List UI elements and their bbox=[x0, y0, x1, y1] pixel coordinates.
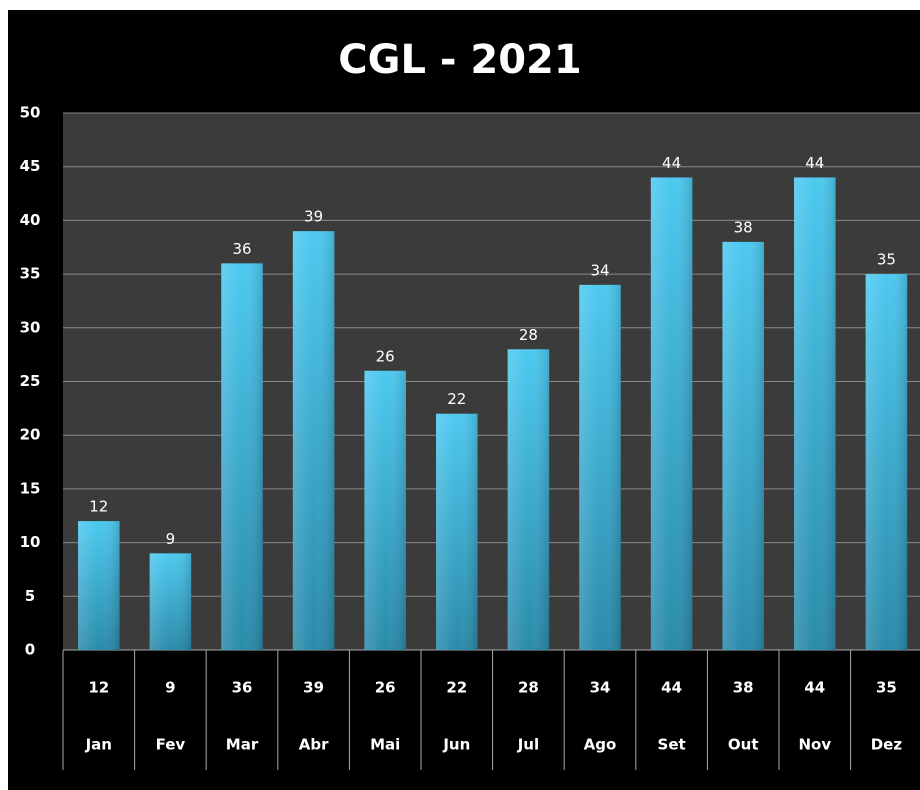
bar-shade bbox=[650, 177, 693, 650]
x-tick-label: Set bbox=[658, 736, 686, 754]
table-value: 39 bbox=[303, 679, 324, 697]
data-label: 44 bbox=[805, 154, 824, 172]
table-value: 44 bbox=[804, 679, 825, 697]
data-label: 34 bbox=[590, 261, 609, 279]
bar-shade bbox=[436, 413, 478, 650]
bar-shade bbox=[78, 521, 120, 650]
y-tick-label: 30 bbox=[20, 318, 41, 336]
data-label: 28 bbox=[519, 326, 538, 344]
bar-shade bbox=[722, 241, 764, 650]
bar-shade bbox=[292, 231, 335, 650]
y-tick-label: 20 bbox=[20, 426, 41, 444]
data-label: 39 bbox=[304, 208, 323, 226]
chart-title: CGL - 2021 bbox=[338, 37, 581, 83]
x-tick-label: Out bbox=[728, 736, 759, 754]
y-tick-label: 15 bbox=[20, 479, 41, 497]
y-tick-label: 10 bbox=[20, 533, 41, 551]
x-tick-label: Dez bbox=[871, 736, 903, 754]
table-value: 26 bbox=[375, 679, 396, 697]
x-tick-label: Mai bbox=[370, 736, 400, 754]
data-label: 9 bbox=[166, 530, 176, 548]
bar-shade bbox=[865, 274, 908, 650]
table-value: 34 bbox=[590, 679, 611, 697]
bar-shade bbox=[221, 263, 263, 650]
data-label: 44 bbox=[662, 154, 681, 172]
data-label: 26 bbox=[376, 347, 395, 365]
x-tick-label: Jun bbox=[442, 736, 470, 754]
bar-shade bbox=[507, 349, 550, 650]
data-label: 38 bbox=[734, 218, 753, 236]
y-tick-label: 5 bbox=[25, 587, 35, 605]
table-value: 36 bbox=[232, 679, 253, 697]
data-label: 35 bbox=[877, 251, 896, 269]
bar-shade bbox=[794, 177, 836, 650]
y-tick-label: 35 bbox=[20, 265, 41, 283]
x-tick-label: Mar bbox=[226, 736, 259, 754]
x-tick-label: Nov bbox=[798, 736, 831, 754]
bar-shade bbox=[364, 370, 406, 650]
x-tick-label: Fev bbox=[156, 736, 186, 754]
table-value: 28 bbox=[518, 679, 539, 697]
data-label: 22 bbox=[447, 390, 466, 408]
y-tick-label: 25 bbox=[20, 372, 41, 390]
y-tick-label: 40 bbox=[20, 211, 41, 229]
table-value: 35 bbox=[876, 679, 897, 697]
data-label: 12 bbox=[89, 498, 108, 516]
bar-shade bbox=[149, 553, 192, 650]
x-tick-label: Abr bbox=[299, 736, 329, 754]
y-tick-label: 50 bbox=[20, 104, 41, 122]
x-tick-label: Jul bbox=[517, 736, 539, 754]
y-tick-label: 0 bbox=[25, 641, 35, 659]
table-value: 38 bbox=[733, 679, 754, 697]
table-value: 12 bbox=[88, 679, 109, 697]
x-tick-label: Ago bbox=[584, 736, 617, 754]
table-value: 9 bbox=[165, 679, 175, 697]
y-tick-label: 45 bbox=[20, 157, 41, 175]
x-tick-label: Jan bbox=[85, 736, 112, 754]
data-label: 36 bbox=[232, 240, 251, 258]
bar-shade bbox=[579, 284, 621, 650]
table-value: 44 bbox=[661, 679, 682, 697]
table-value: 22 bbox=[446, 679, 467, 697]
